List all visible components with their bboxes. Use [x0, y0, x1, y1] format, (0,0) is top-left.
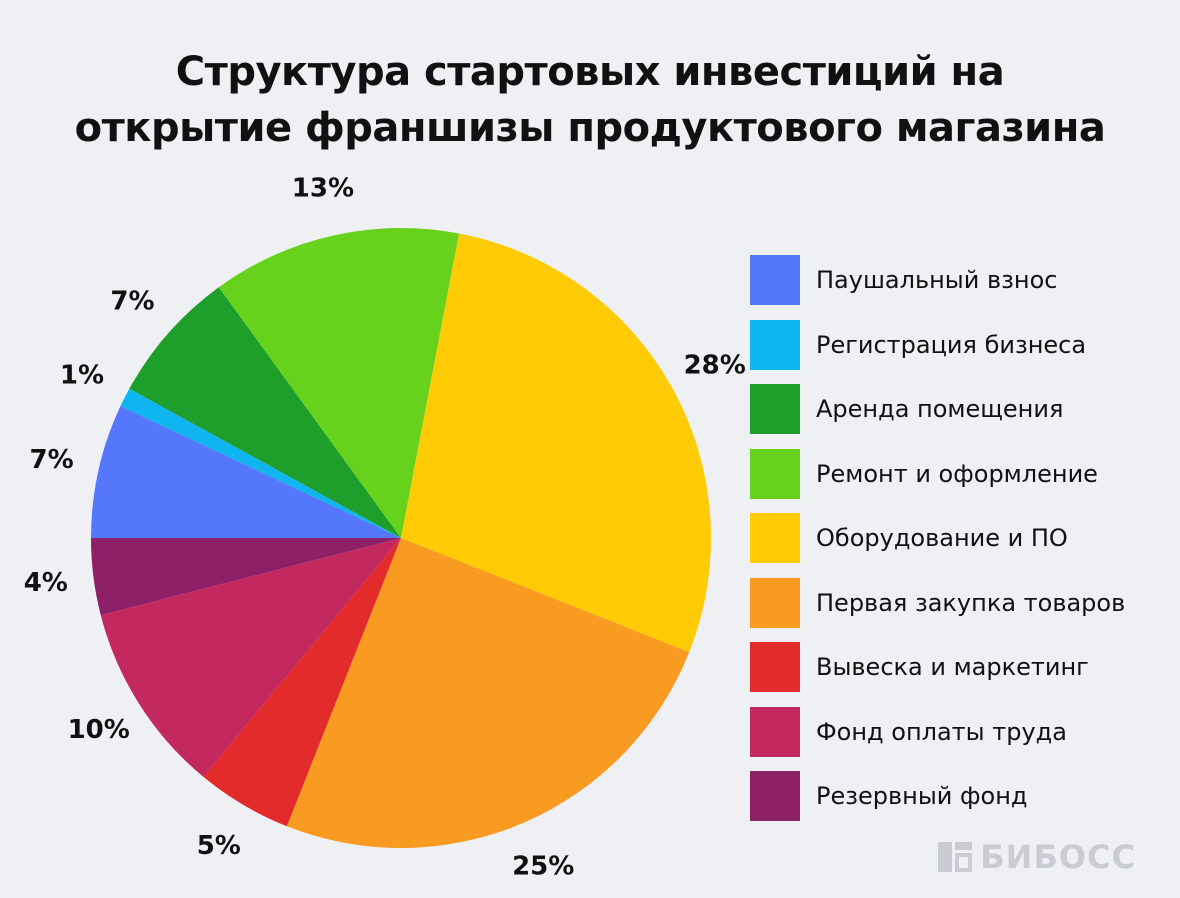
- pie-slice-3: [129, 287, 401, 538]
- pie-slice-4: [218, 227, 460, 538]
- pie-slice-1: [91, 406, 401, 538]
- legend-swatch-7: [750, 642, 800, 692]
- legend-label-4: Ремонт и оформление: [816, 459, 1098, 488]
- pie-slice-9: [91, 538, 401, 616]
- pie-slice-5: [401, 233, 712, 653]
- pie-slice-label-4: 13%: [292, 174, 354, 204]
- pie-labels: 7% 1% 7% 13% 28% 25% 5% 10% 4%: [24, 174, 746, 882]
- legend-label-8: Фонд оплаты труда: [816, 717, 1067, 746]
- legend-item-5: Оборудование и ПО: [750, 513, 1170, 563]
- pie-slice-8: [100, 538, 402, 777]
- watermark-text: БИБОСС: [980, 838, 1136, 876]
- legend-label-7: Вывеска и маркетинг: [816, 653, 1089, 681]
- legend-label-9: Резервный фонд: [816, 782, 1028, 810]
- watermark: БИБОСС: [938, 838, 1136, 876]
- pie-slice-label-8: 10%: [68, 715, 130, 745]
- legend-label-2: Регистрация бизнеса: [816, 330, 1087, 359]
- legend-swatch-9: [750, 771, 800, 821]
- legend-swatch-8: [750, 706, 800, 757]
- legend-item-4: Ремонт и оформление: [750, 448, 1170, 499]
- legend-label-5: Оборудование и ПО: [816, 524, 1068, 552]
- legend-item-7: Вывеска и маркетинг: [750, 642, 1170, 692]
- legend-item-8: Фонд оплаты труда: [750, 706, 1170, 757]
- pie-slice-label-3: 7%: [110, 286, 154, 316]
- pie-slice-7: [203, 538, 401, 827]
- pie-slice-label-5: 28%: [684, 351, 746, 381]
- legend-swatch-3: [750, 384, 800, 434]
- bibosс-logo-icon: [938, 842, 973, 872]
- pie-slice-6: [286, 538, 690, 848]
- chart-title-line-2: открытие франшизы продуктового магазина: [74, 105, 1106, 151]
- legend-label-6: Первая закупка товаров: [816, 588, 1126, 617]
- pie-slices: [91, 227, 712, 848]
- chart-title: Структура стартовых инвестиций на открыт…: [0, 44, 1180, 156]
- legend-label-3: Аренда помещения: [816, 395, 1064, 423]
- pie-slice-label-6: 25%: [512, 852, 574, 882]
- legend-item-9: Резервный фонд: [750, 771, 1170, 821]
- chart-title-line-1: Структура стартовых инвестиций на: [175, 49, 1005, 95]
- legend-item-2: Регистрация бизнеса: [750, 319, 1170, 370]
- pie-slice-label-9: 4%: [24, 568, 68, 598]
- pie-slice-label-1: 7%: [30, 445, 74, 475]
- pie-slice-2: [120, 388, 401, 538]
- pie-slice-label-2: 1%: [60, 361, 104, 391]
- pie-slice-label-7: 5%: [197, 831, 241, 861]
- legend-swatch-2: [750, 319, 800, 370]
- legend-item-1: Паушальный взнос: [750, 255, 1170, 305]
- legend-swatch-1: [750, 255, 800, 305]
- legend-item-6: Первая закупка товаров: [750, 577, 1170, 628]
- legend-swatch-5: [750, 513, 800, 563]
- legend-swatch-4: [750, 448, 800, 499]
- legend-item-3: Аренда помещения: [750, 384, 1170, 434]
- legend-label-1: Паушальный взнос: [816, 266, 1058, 294]
- legend-swatch-6: [750, 577, 800, 628]
